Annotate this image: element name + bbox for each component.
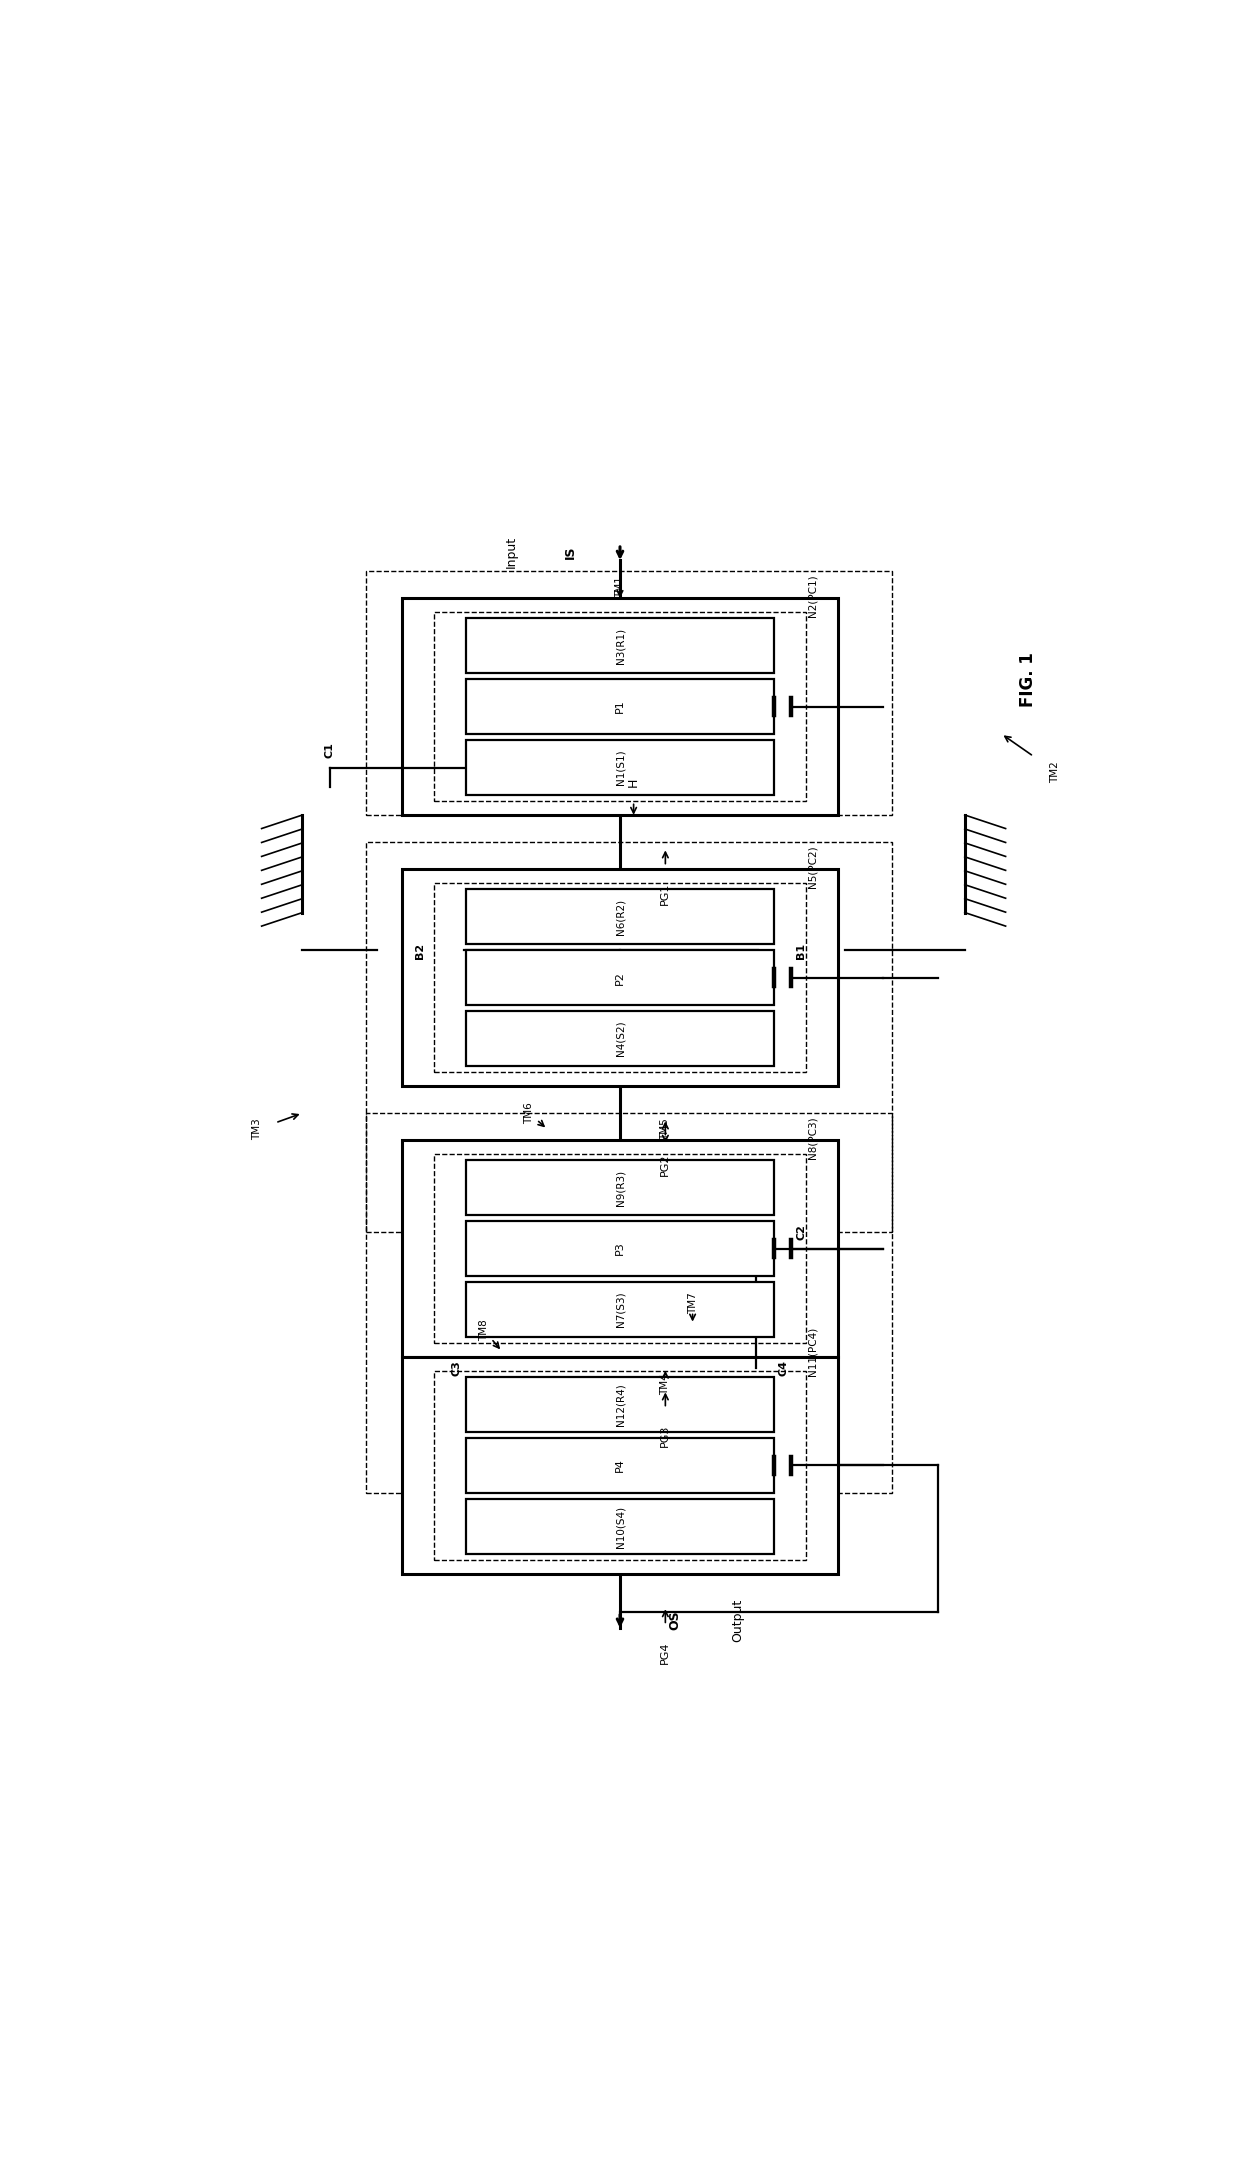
Text: PG3: PG3: [661, 1425, 671, 1447]
Text: N4(S2): N4(S2): [615, 1021, 625, 1056]
Text: N1(S1): N1(S1): [615, 749, 625, 786]
Text: C1: C1: [325, 743, 335, 758]
Text: P2: P2: [615, 971, 625, 984]
Bar: [434, 1371, 806, 1559]
Text: N9(R3): N9(R3): [615, 1169, 625, 1205]
Bar: [466, 1160, 774, 1214]
Text: FIG. 1: FIG. 1: [1019, 652, 1038, 706]
Text: TM7: TM7: [688, 1292, 698, 1314]
Bar: [466, 1499, 774, 1553]
Text: P4: P4: [615, 1457, 625, 1473]
Bar: [402, 1358, 838, 1575]
Text: N10(S4): N10(S4): [615, 1505, 625, 1546]
Bar: [434, 882, 806, 1073]
Text: TM3: TM3: [252, 1119, 262, 1140]
Text: Input: Input: [505, 536, 517, 569]
Bar: [466, 1012, 774, 1066]
Text: TM8: TM8: [479, 1318, 489, 1340]
Text: PG1: PG1: [661, 882, 671, 906]
Text: N2(PC1): N2(PC1): [807, 576, 817, 617]
Bar: [402, 1140, 838, 1358]
Text: N12(R4): N12(R4): [615, 1384, 625, 1425]
Bar: [434, 613, 806, 801]
Bar: [366, 843, 893, 1232]
Bar: [466, 888, 774, 945]
Text: N11(PC4): N11(PC4): [807, 1327, 817, 1377]
Bar: [466, 1438, 774, 1492]
Text: C4: C4: [779, 1360, 789, 1375]
Text: TM4: TM4: [661, 1373, 671, 1394]
Bar: [466, 1377, 774, 1431]
Text: TM1: TM1: [615, 576, 625, 597]
Text: N6(R2): N6(R2): [615, 899, 625, 934]
Text: OS: OS: [668, 1609, 681, 1629]
Text: P1: P1: [615, 699, 625, 712]
Text: IS: IS: [564, 545, 577, 558]
Text: B1: B1: [796, 943, 806, 958]
Bar: [466, 1281, 774, 1338]
Bar: [466, 680, 774, 734]
Text: N7(S3): N7(S3): [615, 1292, 625, 1327]
Text: B2: B2: [415, 943, 425, 958]
Text: H: H: [627, 778, 640, 786]
Bar: [466, 1221, 774, 1275]
Bar: [466, 741, 774, 795]
Bar: [466, 619, 774, 673]
Bar: [402, 597, 838, 814]
Text: TM6: TM6: [525, 1101, 534, 1123]
Text: N5(PC2): N5(PC2): [807, 845, 817, 888]
Bar: [366, 571, 893, 814]
Text: PG4: PG4: [661, 1642, 671, 1664]
Bar: [434, 1153, 806, 1344]
Text: TM2: TM2: [1050, 760, 1060, 782]
Bar: [366, 1112, 893, 1492]
Text: P3: P3: [615, 1242, 625, 1255]
Bar: [466, 951, 774, 1006]
Text: N8(PC3): N8(PC3): [807, 1116, 817, 1160]
Text: C2: C2: [796, 1225, 806, 1240]
Text: PG2: PG2: [661, 1153, 671, 1175]
Text: N3(R1): N3(R1): [615, 628, 625, 665]
Text: TM5: TM5: [661, 1119, 671, 1140]
Text: Output: Output: [732, 1599, 744, 1642]
Bar: [402, 869, 838, 1086]
Text: C3: C3: [451, 1360, 461, 1375]
